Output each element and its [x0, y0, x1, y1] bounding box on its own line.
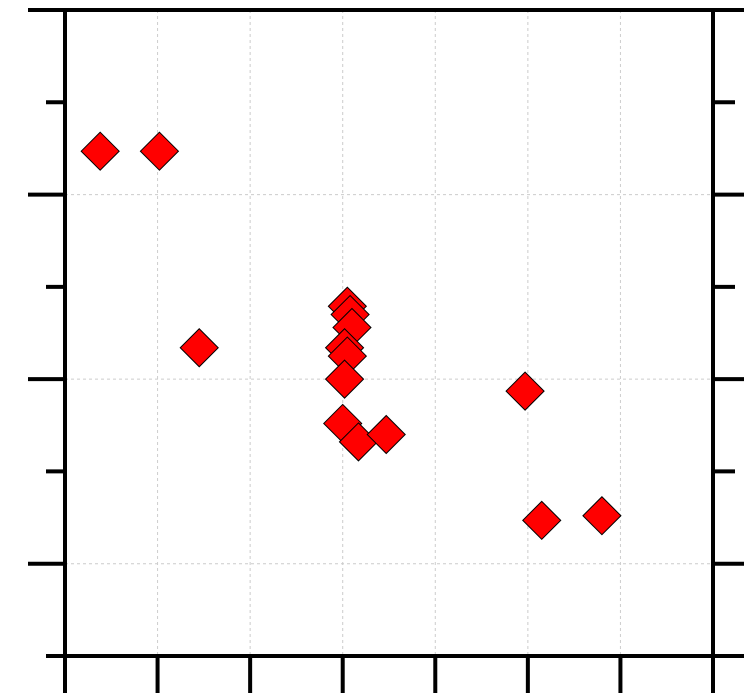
data-point	[140, 132, 178, 170]
data-points	[81, 132, 621, 539]
data-point	[326, 360, 364, 398]
axes-layer	[28, 10, 744, 693]
data-point	[506, 372, 544, 410]
data-point	[180, 329, 218, 367]
data-point	[367, 416, 405, 454]
grid-layer	[65, 10, 713, 656]
data-point	[523, 501, 561, 539]
data-point	[583, 497, 621, 535]
data-point	[81, 132, 119, 170]
